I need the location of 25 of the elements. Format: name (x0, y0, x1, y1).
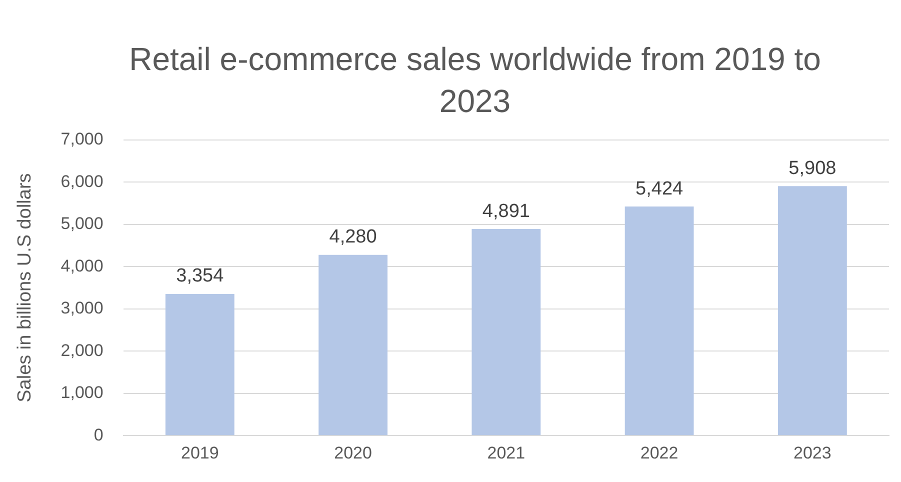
y-tick-label: 7,000 (60, 130, 104, 149)
y-tick-label: 0 (94, 425, 104, 444)
data-label: 4,280 (329, 226, 377, 248)
y-tick-label: 1,000 (60, 383, 104, 402)
y-tick-label: 3,000 (60, 298, 104, 318)
x-tick-label: 2020 (334, 443, 372, 462)
bar (778, 186, 847, 436)
data-label: 5,908 (788, 158, 836, 179)
x-tick-label: 2019 (180, 443, 219, 462)
data-label: 3,354 (176, 266, 224, 287)
x-tick-label: 2023 (794, 443, 832, 462)
y-tick-label: 2,000 (60, 340, 104, 360)
x-tick-label: 2021 (487, 443, 526, 462)
bar (318, 254, 388, 436)
bar (472, 229, 541, 436)
data-label: 4,891 (482, 200, 530, 222)
y-tick-label: 4,000 (60, 256, 104, 276)
y-axis-title: Sales in billions U.S dollars (14, 173, 36, 402)
bar (165, 294, 234, 436)
x-tick-label: 2022 (640, 443, 678, 462)
y-tick-label: 6,000 (60, 172, 104, 191)
y-tick-label: 5,000 (60, 214, 104, 234)
chart-title: Retail e-commerce sales worldwide from 2019 to 2023 (128, 40, 822, 121)
data-label: 5,424 (636, 178, 684, 200)
bar (624, 206, 694, 436)
